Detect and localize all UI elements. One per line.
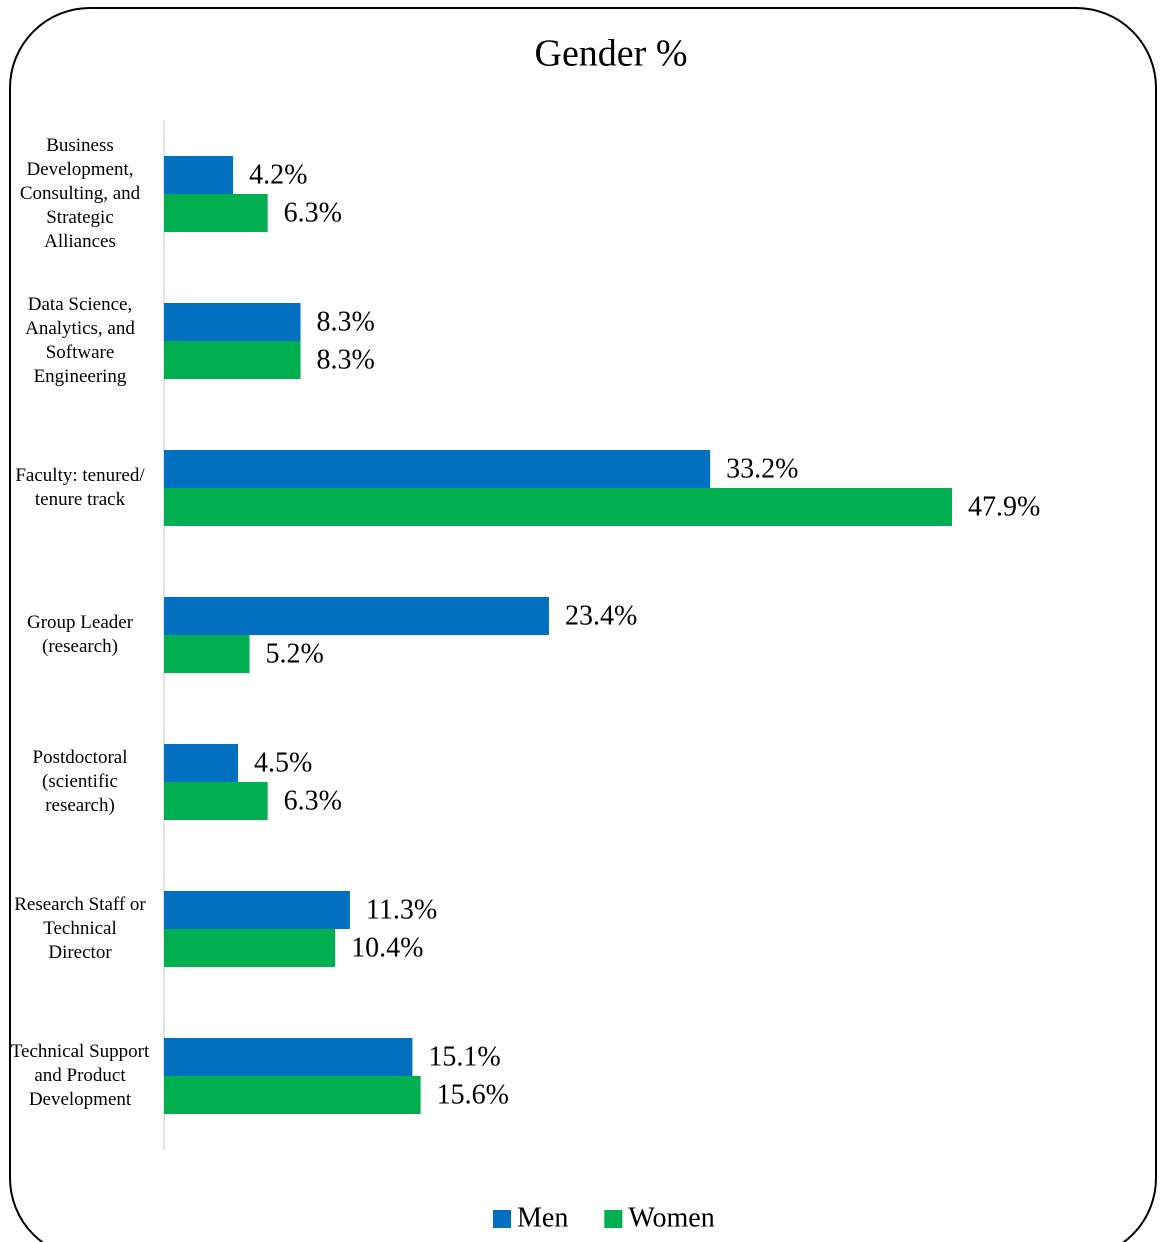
frame bbox=[9, 7, 1157, 1242]
data-label: 4.5% bbox=[254, 747, 312, 778]
legend-label: Women bbox=[628, 1202, 714, 1233]
chart-title: Gender % bbox=[535, 33, 688, 75]
data-label: 6.3% bbox=[284, 197, 342, 228]
bar bbox=[164, 597, 549, 635]
bar bbox=[164, 194, 268, 232]
category-label: Faculty: tenured/ tenure track bbox=[15, 465, 145, 510]
category-label: Postdoctoral (scientific research) bbox=[32, 747, 128, 816]
data-label: 5.2% bbox=[266, 638, 324, 669]
legend-swatch bbox=[493, 1210, 511, 1228]
bar bbox=[164, 341, 301, 379]
category-label: Technical Support and Product Developmen… bbox=[10, 1041, 150, 1110]
data-label: 15.6% bbox=[437, 1079, 509, 1110]
bar bbox=[164, 1038, 413, 1076]
bar bbox=[164, 744, 239, 782]
bar bbox=[164, 891, 350, 929]
data-label: 8.3% bbox=[317, 344, 375, 375]
bar bbox=[164, 929, 336, 967]
data-label: 33.2% bbox=[726, 453, 798, 484]
data-label: 4.2% bbox=[249, 159, 307, 190]
data-label: 23.4% bbox=[565, 600, 637, 631]
category-label: Group Leader (research) bbox=[26, 612, 134, 657]
data-label: 6.3% bbox=[284, 785, 342, 816]
category-label: Research Staff or Technical Director bbox=[14, 894, 146, 963]
bar bbox=[164, 782, 268, 820]
bar bbox=[164, 156, 234, 194]
data-label: 8.3% bbox=[317, 306, 375, 337]
bar bbox=[164, 1076, 421, 1114]
data-label: 15.1% bbox=[428, 1041, 500, 1072]
legend-swatch bbox=[604, 1210, 623, 1228]
data-label: 11.3% bbox=[366, 894, 437, 925]
legend-label: Men bbox=[517, 1202, 568, 1233]
data-label: 47.9% bbox=[968, 491, 1040, 522]
bar bbox=[164, 303, 301, 341]
category-label: Data Science, Analytics, and Software En… bbox=[25, 294, 135, 387]
bar bbox=[164, 488, 952, 526]
category-label: Business Development, Consulting, and St… bbox=[19, 135, 141, 252]
data-label: 10.4% bbox=[351, 932, 423, 963]
bar bbox=[164, 635, 250, 673]
bar bbox=[164, 450, 711, 488]
